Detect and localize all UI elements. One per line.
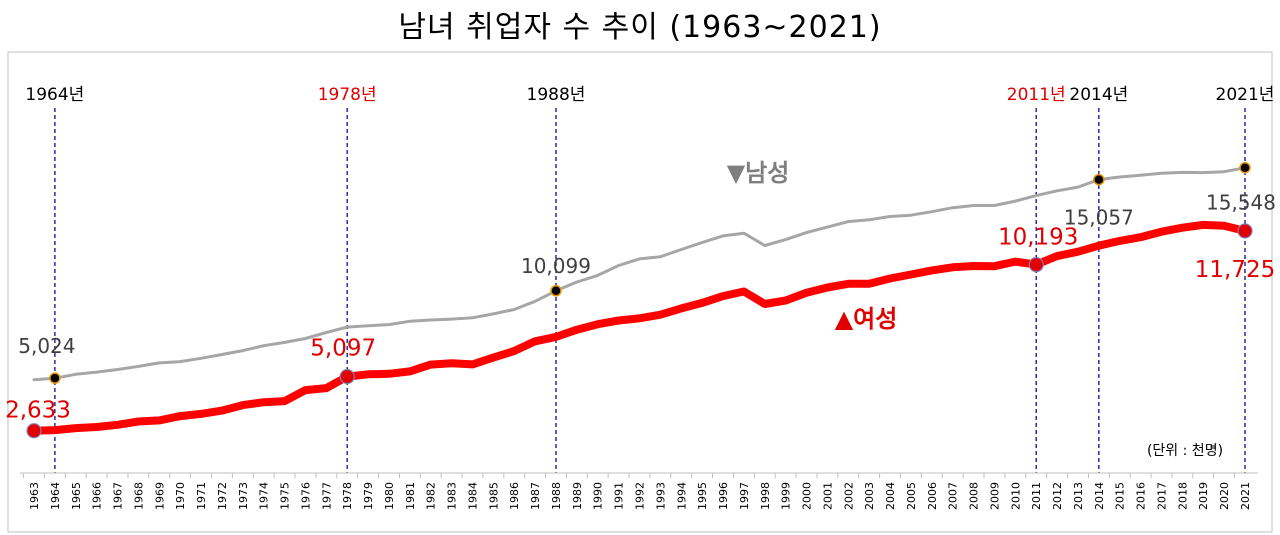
x-tick-label-2001: 2001	[821, 482, 834, 510]
highlight-points	[26, 161, 1253, 439]
x-tick-label-1990: 1990	[592, 482, 605, 510]
x-tick-label-1971: 1971	[195, 482, 208, 510]
x-tick-label-2016: 2016	[1135, 482, 1148, 510]
chart-title: 남녀 취업자 수 추이 (1963~2021)	[398, 10, 882, 45]
x-tick-label-2006: 2006	[926, 482, 939, 510]
x-tick-label-2003: 2003	[863, 482, 876, 510]
female-point-1963	[26, 423, 42, 439]
x-tick-label-1983: 1983	[446, 482, 459, 510]
x-tick-label-1984: 1984	[467, 482, 480, 510]
x-tick-label-1993: 1993	[654, 482, 667, 510]
unit-note: (단위 : 천명)	[1147, 443, 1223, 459]
x-tick-label-1969: 1969	[153, 482, 166, 510]
female-value-2011: 10,193	[998, 225, 1078, 251]
x-tick-label-1968: 1968	[132, 482, 145, 510]
x-tick-label-2012: 2012	[1051, 482, 1064, 510]
x-tick-label-2015: 2015	[1114, 482, 1127, 510]
female-value-2021: 11,725	[1195, 257, 1275, 283]
x-tick-label-1964: 1964	[49, 482, 62, 510]
x-tick-label-2013: 2013	[1072, 482, 1085, 510]
x-tick-label-1987: 1987	[529, 482, 542, 510]
x-tick-label-1996: 1996	[717, 482, 730, 510]
female-point-2021	[1237, 223, 1253, 239]
female-point-1978	[339, 368, 355, 385]
x-tick-label-1979: 1979	[362, 482, 375, 510]
male-value-1964: 5,024	[18, 334, 75, 358]
x-tick-label-1981: 1981	[404, 482, 417, 510]
x-tick-label-2018: 2018	[1176, 482, 1189, 510]
x-tick-label-1982: 1982	[425, 482, 438, 510]
x-tick-label-1988: 1988	[550, 482, 563, 510]
x-tick-label-1974: 1974	[258, 482, 271, 510]
series-line-female	[30, 220, 1249, 435]
x-tick-label-1973: 1973	[237, 482, 250, 510]
x-tick-label-1972: 1972	[216, 482, 229, 510]
x-tick-label-1986: 1986	[508, 482, 521, 510]
x-tick-label-1970: 1970	[174, 482, 187, 510]
vline-label-1978: 1978년	[318, 85, 377, 105]
x-tick-label-1963: 1963	[28, 482, 41, 510]
male-value-2014: 15,057	[1064, 206, 1134, 230]
x-tick-label-2008: 2008	[968, 482, 981, 510]
vline-label-2011: 2011년	[1007, 85, 1066, 105]
x-tick-label-2005: 2005	[905, 482, 918, 510]
male-point-2021	[1239, 161, 1251, 174]
x-tick-label-1998: 1998	[759, 482, 772, 510]
female-value-1978: 5,097	[310, 336, 376, 362]
male-value-1988: 10,099	[521, 254, 591, 278]
x-tick-label-1976: 1976	[299, 482, 312, 510]
vline-label-2014: 2014년	[1069, 85, 1128, 105]
female-point-2011	[1028, 256, 1044, 273]
x-tick-label-1994: 1994	[675, 482, 688, 510]
x-tick-label-2011: 2011	[1030, 482, 1043, 510]
x-tick-label-2007: 2007	[947, 482, 960, 510]
x-tick-label-1978: 1978	[341, 482, 354, 510]
series-line-male	[32, 166, 1247, 382]
x-tick-label-2020: 2020	[1218, 482, 1231, 510]
series-name-female: ▲여성	[835, 305, 898, 333]
x-tick-label-1995: 1995	[696, 482, 709, 510]
x-tick-label-1999: 1999	[780, 482, 793, 510]
x-tick-label-1989: 1989	[571, 482, 584, 510]
reference-lines: 1964년 1978년 1988년 2011년 2014년 2021년	[25, 85, 1274, 473]
x-tick-label-2002: 2002	[842, 482, 855, 510]
vline-label-1988: 1988년	[527, 85, 586, 105]
male-value-2021: 15,548	[1206, 191, 1276, 215]
x-tick-label-1977: 1977	[320, 482, 333, 510]
x-tick-label-1975: 1975	[279, 482, 292, 510]
female-value-1963: 2,633	[5, 398, 71, 424]
male-point-1988	[550, 285, 562, 297]
x-tick-label-2021: 2021	[1239, 482, 1252, 510]
x-tick-label-2009: 2009	[988, 482, 1001, 510]
x-tick-label-1985: 1985	[487, 482, 500, 510]
x-tick-label-2004: 2004	[884, 482, 897, 510]
x-tick-label-2019: 2019	[1197, 482, 1210, 510]
x-tick-label-2010: 2010	[1009, 482, 1022, 510]
x-axis: 1963 1964 1965 1966 1967 1968 1969 1970 1971 1972…	[20, 472, 1258, 510]
x-tick-label-1991: 1991	[613, 482, 626, 510]
x-tick-label-2014: 2014	[1093, 482, 1106, 510]
x-tick-label-2000: 2000	[801, 482, 814, 510]
vline-label-1964: 1964년	[25, 85, 84, 105]
data-labels: ▼남성 ▲여성 5,024 10,099 15,057 15,548 2,633 5,097 1…	[5, 159, 1276, 424]
vline-label-2021: 2021년	[1216, 85, 1275, 105]
x-tick-label-1965: 1965	[70, 482, 83, 510]
series-name-male: ▼남성	[727, 159, 790, 187]
male-point-1964	[49, 372, 61, 384]
x-tick-label-1980: 1980	[383, 482, 396, 510]
male-point-2014	[1093, 173, 1105, 186]
x-tick-label-1992: 1992	[634, 482, 647, 510]
x-tick-label-1967: 1967	[112, 482, 125, 510]
x-tick-label-1997: 1997	[738, 482, 751, 510]
plot-frame	[7, 51, 1273, 533]
x-tick-label-2017: 2017	[1156, 482, 1169, 510]
x-tick-label-1966: 1966	[91, 482, 104, 510]
